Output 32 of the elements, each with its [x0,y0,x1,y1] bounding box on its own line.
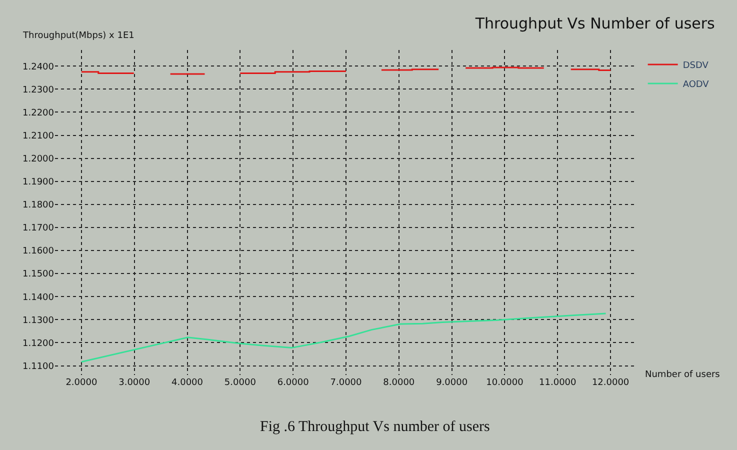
y-tick-label: 1.1100 [22,362,54,372]
legend-label: AODV [682,80,710,90]
x-tick-label: 8.0000 [383,378,415,388]
y-tick-label: 1.2000 [22,154,54,164]
x-tick-label: 9.0000 [436,378,468,388]
y-tick-label: 1.2300 [22,85,54,96]
y-tick-label: 1.1500 [22,270,54,280]
y-tick-label: 1.1300 [22,316,54,326]
x-axis-title: Number of users [645,370,720,380]
x-tick-label: 6.0000 [277,378,310,388]
x-tick-label: 7.0000 [330,378,362,388]
text: Fig .6 Throughput Vs number of users [260,419,490,435]
y-tick-label: 1.2100 [22,131,54,142]
x-tick-label: 10.0000 [486,378,524,388]
y-tick-label: 1.2400 [22,62,54,72]
y-tick-label: 1.1900 [22,178,54,188]
x-tick-label: 5.0000 [224,378,256,388]
y-tick-label: 1.1800 [22,200,54,211]
y-tick-label: 1.1700 [22,224,54,234]
x-tick-label: 4.0000 [172,378,204,388]
y-axis-title: Throughput(Mbps) x 1E1 [22,31,134,41]
x-tick-label: 3.0000 [118,378,150,388]
x-tick-label: 2.0000 [66,378,98,388]
y-tick-label: 1.1200 [22,338,54,349]
y-tick-label: 1.2200 [22,108,54,118]
y-tick-label: 1.1600 [22,246,54,257]
x-tick-label: 12.0000 [592,378,630,388]
y-tick-label: 1.1400 [22,292,54,303]
chart-title: Throughput Vs Number of users [474,14,716,32]
legend-label: DSDV [682,61,710,72]
line-series [80,312,607,363]
x-tick-label: 11.0000 [539,378,577,388]
